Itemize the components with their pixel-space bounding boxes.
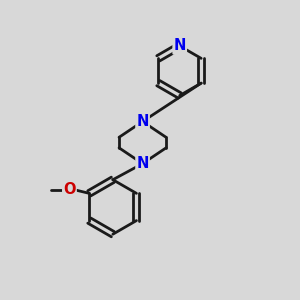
Text: N: N	[136, 156, 149, 171]
Text: O: O	[63, 182, 76, 197]
Text: N: N	[173, 38, 186, 53]
Text: N: N	[136, 114, 149, 129]
